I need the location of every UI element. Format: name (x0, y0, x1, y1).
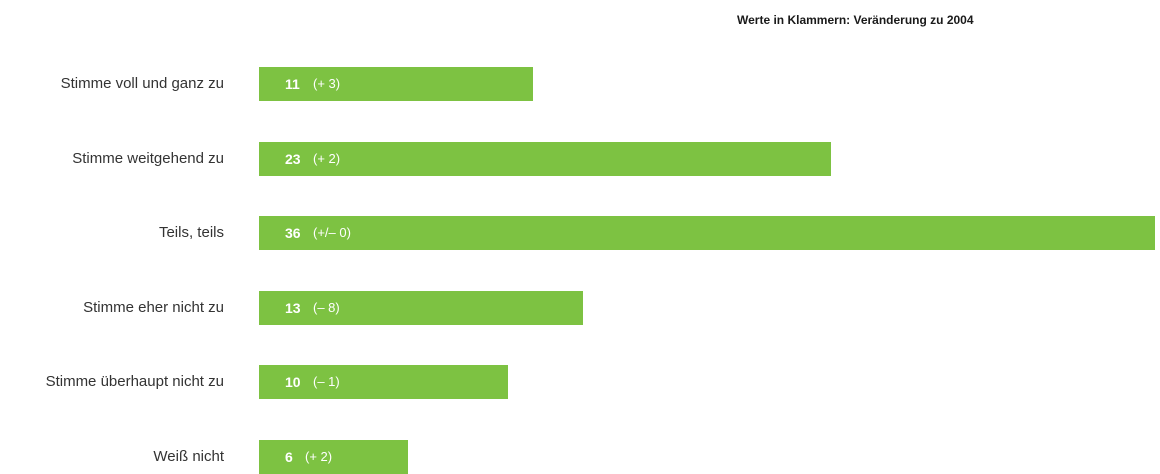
category-label: Stimme eher nicht zu (83, 299, 224, 316)
bar (259, 216, 1155, 250)
value-label: 6 (285, 449, 293, 465)
value-label: 11 (285, 76, 300, 92)
category-label: Teils, teils (158, 224, 224, 241)
bar-row: Stimme überhaupt nicht zu 10 (– 1) (0, 365, 1160, 399)
change-label: (+ 2) (305, 449, 333, 464)
bar-row: Stimme voll und ganz zu 11 (+ 3) (0, 67, 1160, 101)
category-label: Stimme überhaupt nicht zu (45, 373, 224, 390)
bar-row: Weiß nicht 6 (+ 2) (0, 440, 1160, 474)
value-label: 13 (285, 300, 301, 316)
change-label: (+ 2) (313, 151, 341, 166)
value-label: 10 (285, 374, 301, 390)
change-label: (– 1) (313, 374, 340, 389)
bar-row: Stimme weitgehend zu 23 (+ 2) (0, 142, 1160, 176)
value-label: 36 (285, 225, 301, 241)
bar (259, 142, 831, 176)
value-label: 23 (285, 151, 301, 167)
category-label: Stimme weitgehend zu (72, 150, 224, 167)
bar-row: Teils, teils 36 (+/– 0) (0, 216, 1160, 250)
category-label: Stimme voll und ganz zu (60, 75, 224, 92)
category-label: Weiß nicht (153, 448, 224, 465)
change-label: (+ 3) (313, 76, 341, 91)
change-label: (– 8) (313, 300, 340, 315)
bar (259, 67, 533, 101)
chart-note: Werte in Klammern: Veränderung zu 2004 (737, 13, 974, 27)
change-label: (+/– 0) (313, 225, 351, 240)
bar (259, 365, 508, 399)
bar (259, 291, 583, 325)
bar-row: Stimme eher nicht zu 13 (– 8) (0, 291, 1160, 325)
bar (259, 440, 408, 474)
